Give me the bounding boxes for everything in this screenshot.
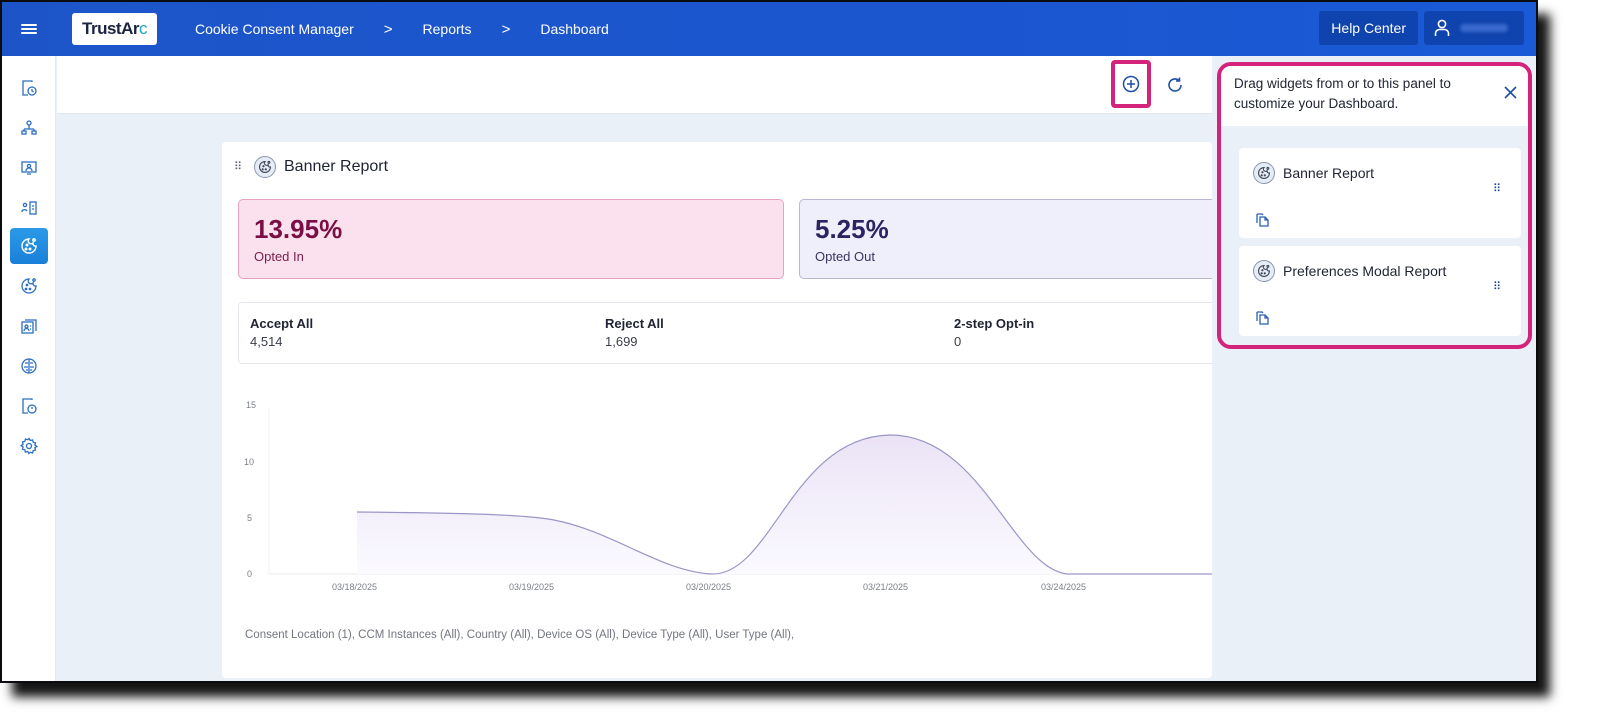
breadcrumb: Cookie Consent Manager > Reports > Dashb… xyxy=(195,21,609,38)
copy-icon[interactable] xyxy=(1255,212,1271,228)
add-widget-button[interactable] xyxy=(1111,60,1151,108)
cookie-icon xyxy=(21,238,37,254)
drag-handle-icon[interactable]: ⠿ xyxy=(1493,183,1502,195)
plus-circle-icon xyxy=(1122,75,1140,93)
count-accept-all: Accept All 4,514 xyxy=(250,316,313,349)
sidebar-item-cookie-scan[interactable] xyxy=(10,268,48,304)
monitor-user-icon xyxy=(21,161,37,175)
count-reject-all: Reject All 1,699 xyxy=(605,316,664,349)
opted-out-label: Opted Out xyxy=(815,249,875,264)
count-2-step-opt-in: 2-step Opt-in 0 xyxy=(954,316,1034,349)
top-bar: TrustAr c Cookie Consent Manager > Report… xyxy=(2,2,1536,56)
sidebar-item-hierarchy[interactable] xyxy=(10,110,48,146)
sidebar-item-ai[interactable] xyxy=(10,348,48,384)
x-tick: 03/19/2025 xyxy=(509,582,554,592)
chevron-right-icon: > xyxy=(501,20,511,38)
count-value: 1,699 xyxy=(605,334,638,349)
breadcrumb-item-reports[interactable]: Reports xyxy=(422,21,472,37)
breadcrumb-item-cookie-consent-manager[interactable]: Cookie Consent Manager xyxy=(195,21,354,37)
cookie-icon xyxy=(254,156,276,178)
widget-library-panel: Drag widgets from or to this panel to cu… xyxy=(1217,62,1532,349)
widget-tile-title: Preferences Modal Report xyxy=(1283,263,1447,279)
sidebar-item-reports[interactable] xyxy=(10,70,48,106)
consent-counts: Accept All 4,514 Reject All 1,699 2-step… xyxy=(238,302,1228,364)
panel-instructions: Drag widgets from or to this panel to cu… xyxy=(1234,76,1451,111)
sidebar-item-history[interactable] xyxy=(10,388,48,424)
opted-out-value: 5.25% xyxy=(815,214,889,244)
y-tick: 0 xyxy=(247,569,252,579)
hierarchy-icon xyxy=(21,120,37,135)
user-icon xyxy=(1434,19,1450,36)
user-menu-button[interactable] xyxy=(1424,11,1524,45)
y-tick: 10 xyxy=(244,457,254,467)
widget-title: Banner Report xyxy=(284,158,389,175)
widget-tile-preferences-modal-report[interactable]: Preferences Modal Report ⠿ xyxy=(1239,246,1521,336)
opted-in-value: 13.95% xyxy=(254,214,343,244)
x-tick: 03/18/2025 xyxy=(332,582,377,592)
logo-text-accent: c xyxy=(138,19,148,38)
sidebar-item-settings[interactable] xyxy=(10,428,48,464)
user-name-redacted xyxy=(1460,24,1508,32)
report-clock-icon xyxy=(22,80,37,96)
brain-icon xyxy=(21,358,37,374)
y-tick: 15 xyxy=(246,400,256,410)
logo-text: TrustAr xyxy=(82,19,139,38)
chevron-right-icon: > xyxy=(383,20,393,38)
breadcrumb-item-dashboard: Dashboard xyxy=(540,21,609,37)
refresh-icon xyxy=(1168,77,1182,92)
y-tick: 5 xyxy=(247,513,252,523)
user-list-icon xyxy=(21,201,37,215)
count-value: 0 xyxy=(954,334,962,349)
x-tick: 03/21/2025 xyxy=(863,582,908,592)
sidebar-item-users[interactable] xyxy=(10,190,48,226)
close-icon xyxy=(1503,85,1517,99)
side-navigation xyxy=(2,56,56,681)
drag-handle-icon[interactable]: ⠿ xyxy=(1493,281,1502,293)
count-label: Reject All xyxy=(605,316,664,331)
x-tick: 03/20/2025 xyxy=(686,582,731,592)
menu-icon xyxy=(21,22,37,36)
sidebar-item-cookie-consent[interactable] xyxy=(10,228,48,264)
refresh-button[interactable] xyxy=(1155,61,1195,109)
sidebar-item-monitor[interactable] xyxy=(10,150,48,186)
cookie-icon xyxy=(1253,162,1275,184)
gear-icon xyxy=(20,437,38,455)
x-tick: 03/24/2025 xyxy=(1041,582,1086,592)
copy-icon[interactable] xyxy=(1255,310,1271,326)
widget-tile-title: Banner Report xyxy=(1283,165,1375,181)
drag-handle-icon[interactable]: ⠿ xyxy=(234,161,242,173)
count-label: 2-step Opt-in xyxy=(954,316,1035,331)
hamburger-menu-button[interactable] xyxy=(2,2,56,56)
cookie-outline-icon xyxy=(21,278,37,294)
help-center-label: Help Center xyxy=(1331,20,1406,36)
trustarc-logo[interactable]: TrustAr c xyxy=(72,13,157,45)
sidebar-item-profiles[interactable] xyxy=(10,308,48,344)
help-center-button[interactable]: Help Center xyxy=(1319,11,1418,45)
applied-filters: Consent Location (1), CCM Instances (All… xyxy=(245,629,795,641)
opted-out-stat: 5.25% Opted Out xyxy=(799,199,1229,279)
cookie-icon xyxy=(1253,260,1275,282)
app-window: TrustAr c Cookie Consent Manager > Report… xyxy=(0,0,1538,683)
opted-in-label: Opted In xyxy=(254,249,304,264)
banner-report-widget: ⠿ Banner Report 13.95% Opted In 5.25% Op… xyxy=(222,142,1229,678)
consent-trend-chart: 15 10 5 0 03/18/2025 03/19/2025 03/20/20… xyxy=(244,400,1212,592)
widget-tile-banner-report[interactable]: Banner Report ⠿ xyxy=(1239,148,1521,238)
document-clock-icon xyxy=(22,398,37,414)
count-value: 4,514 xyxy=(250,334,283,349)
count-label: Accept All xyxy=(250,316,314,331)
dashboard-toolbar xyxy=(57,56,1212,114)
opted-in-stat: 13.95% Opted In xyxy=(238,199,784,279)
close-panel-button[interactable] xyxy=(1500,82,1520,102)
id-card-icon xyxy=(21,319,37,334)
